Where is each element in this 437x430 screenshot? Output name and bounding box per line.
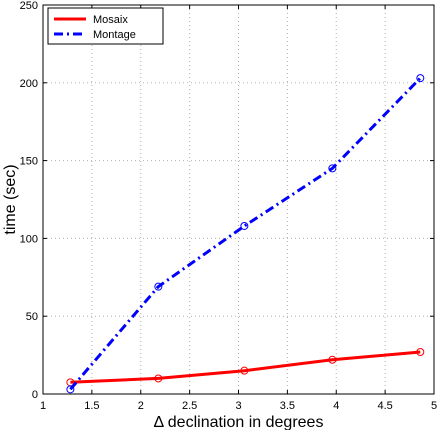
legend-label-montage: Montage	[93, 29, 136, 41]
x-tick-label: 4.5	[377, 400, 392, 412]
y-tick-label: 100	[20, 233, 38, 245]
data-point-mosaix	[154, 374, 163, 383]
legend-label-mosaix: Mosaix	[93, 14, 128, 26]
y-tick-label: 150	[20, 156, 38, 168]
grid	[43, 5, 434, 394]
data-point-mosaix	[328, 355, 337, 364]
data-point-montage	[66, 385, 75, 394]
data-point-mosaix	[240, 366, 249, 375]
x-tick-label: 1.5	[84, 400, 99, 412]
x-tick-label: 3	[235, 400, 241, 412]
y-tick-label: 250	[20, 0, 38, 12]
x-ticks: 1 1.5 2 2.5 3 3.5 4 4.5 5	[40, 5, 437, 412]
x-tick-label: 5	[431, 400, 437, 412]
data-point-montage	[154, 282, 163, 291]
data-point-mosaix	[416, 347, 425, 356]
y-axis-label: time (sec)	[2, 164, 19, 234]
series-line-montage	[69, 77, 422, 391]
x-tick-label: 3.5	[280, 400, 295, 412]
data-point-montage	[328, 164, 337, 173]
series-layer	[66, 74, 425, 394]
y-tick-label: 50	[26, 311, 38, 323]
y-ticks: 0 50 100 150 200 250	[20, 0, 434, 401]
y-tick-label: 0	[32, 389, 38, 401]
x-tick-label: 2	[138, 400, 144, 412]
x-tick-label: 4	[333, 400, 339, 412]
data-point-montage	[416, 74, 425, 83]
x-tick-label: 1	[40, 400, 46, 412]
data-point-montage	[240, 221, 249, 230]
y-tick-label: 200	[20, 78, 38, 90]
x-axis-label: Δ declination in degrees	[154, 414, 324, 430]
legend: Mosaix Montage	[47, 7, 164, 45]
series-line-mosaix	[70, 350, 421, 384]
plot-frame	[42, 4, 435, 395]
legend-box	[47, 7, 164, 45]
x-tick-label: 2.5	[182, 400, 197, 412]
